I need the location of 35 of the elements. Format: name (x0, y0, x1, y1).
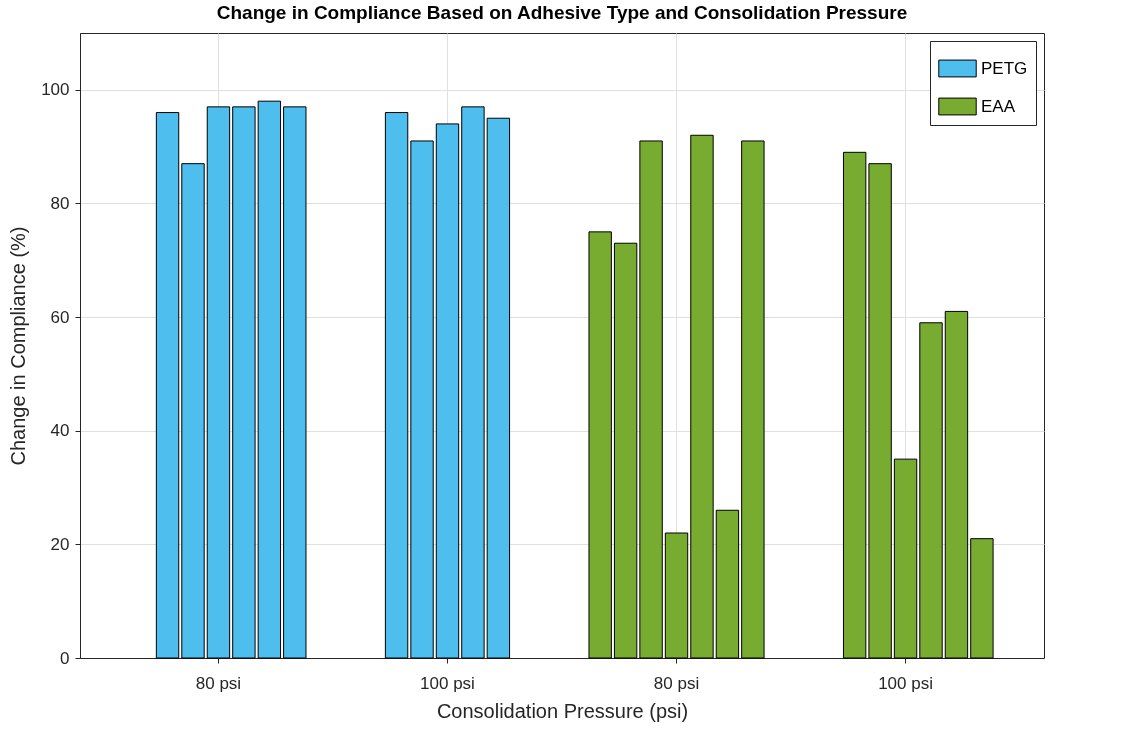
bar (181, 163, 205, 659)
bar (461, 106, 485, 659)
bar (486, 117, 511, 659)
bar (715, 509, 740, 659)
bar (283, 106, 307, 659)
y-tick-label: 20 (50, 534, 70, 554)
x-axis-title: Consolidation Pressure (psi) (436, 699, 689, 722)
x-tick-label: 80 psi (195, 673, 242, 693)
bar (384, 112, 409, 659)
x-tick-label: 80 psi (653, 673, 700, 693)
bar (690, 134, 714, 659)
bar (919, 322, 943, 659)
y-tick-label: 0 (60, 648, 70, 668)
bar (741, 140, 765, 659)
bar (613, 242, 638, 659)
y-tick-label: 100 (41, 80, 70, 100)
chart-title: Change in Compliance Based on Adhesive Type and Consolidation Pressure (216, 2, 908, 23)
bar (664, 532, 689, 659)
bar (893, 458, 918, 659)
y-tick-label: 60 (50, 307, 70, 327)
bar (410, 140, 434, 659)
bar (588, 231, 612, 659)
bar (970, 538, 994, 659)
bar (206, 106, 231, 659)
bar (639, 140, 663, 659)
y-tick-label: 40 (50, 421, 70, 441)
y-tick-label: 80 (50, 193, 70, 213)
bar (435, 123, 460, 659)
bar (944, 310, 969, 659)
x-tick-label: 100 psi (420, 673, 475, 693)
y-axis-title: Change in Compliance (%) (7, 226, 30, 466)
legend-label: EAA (981, 96, 1016, 116)
bar (155, 112, 180, 659)
legend-label: PETG (981, 58, 1028, 78)
x-tick-label: 100 psi (878, 673, 933, 693)
